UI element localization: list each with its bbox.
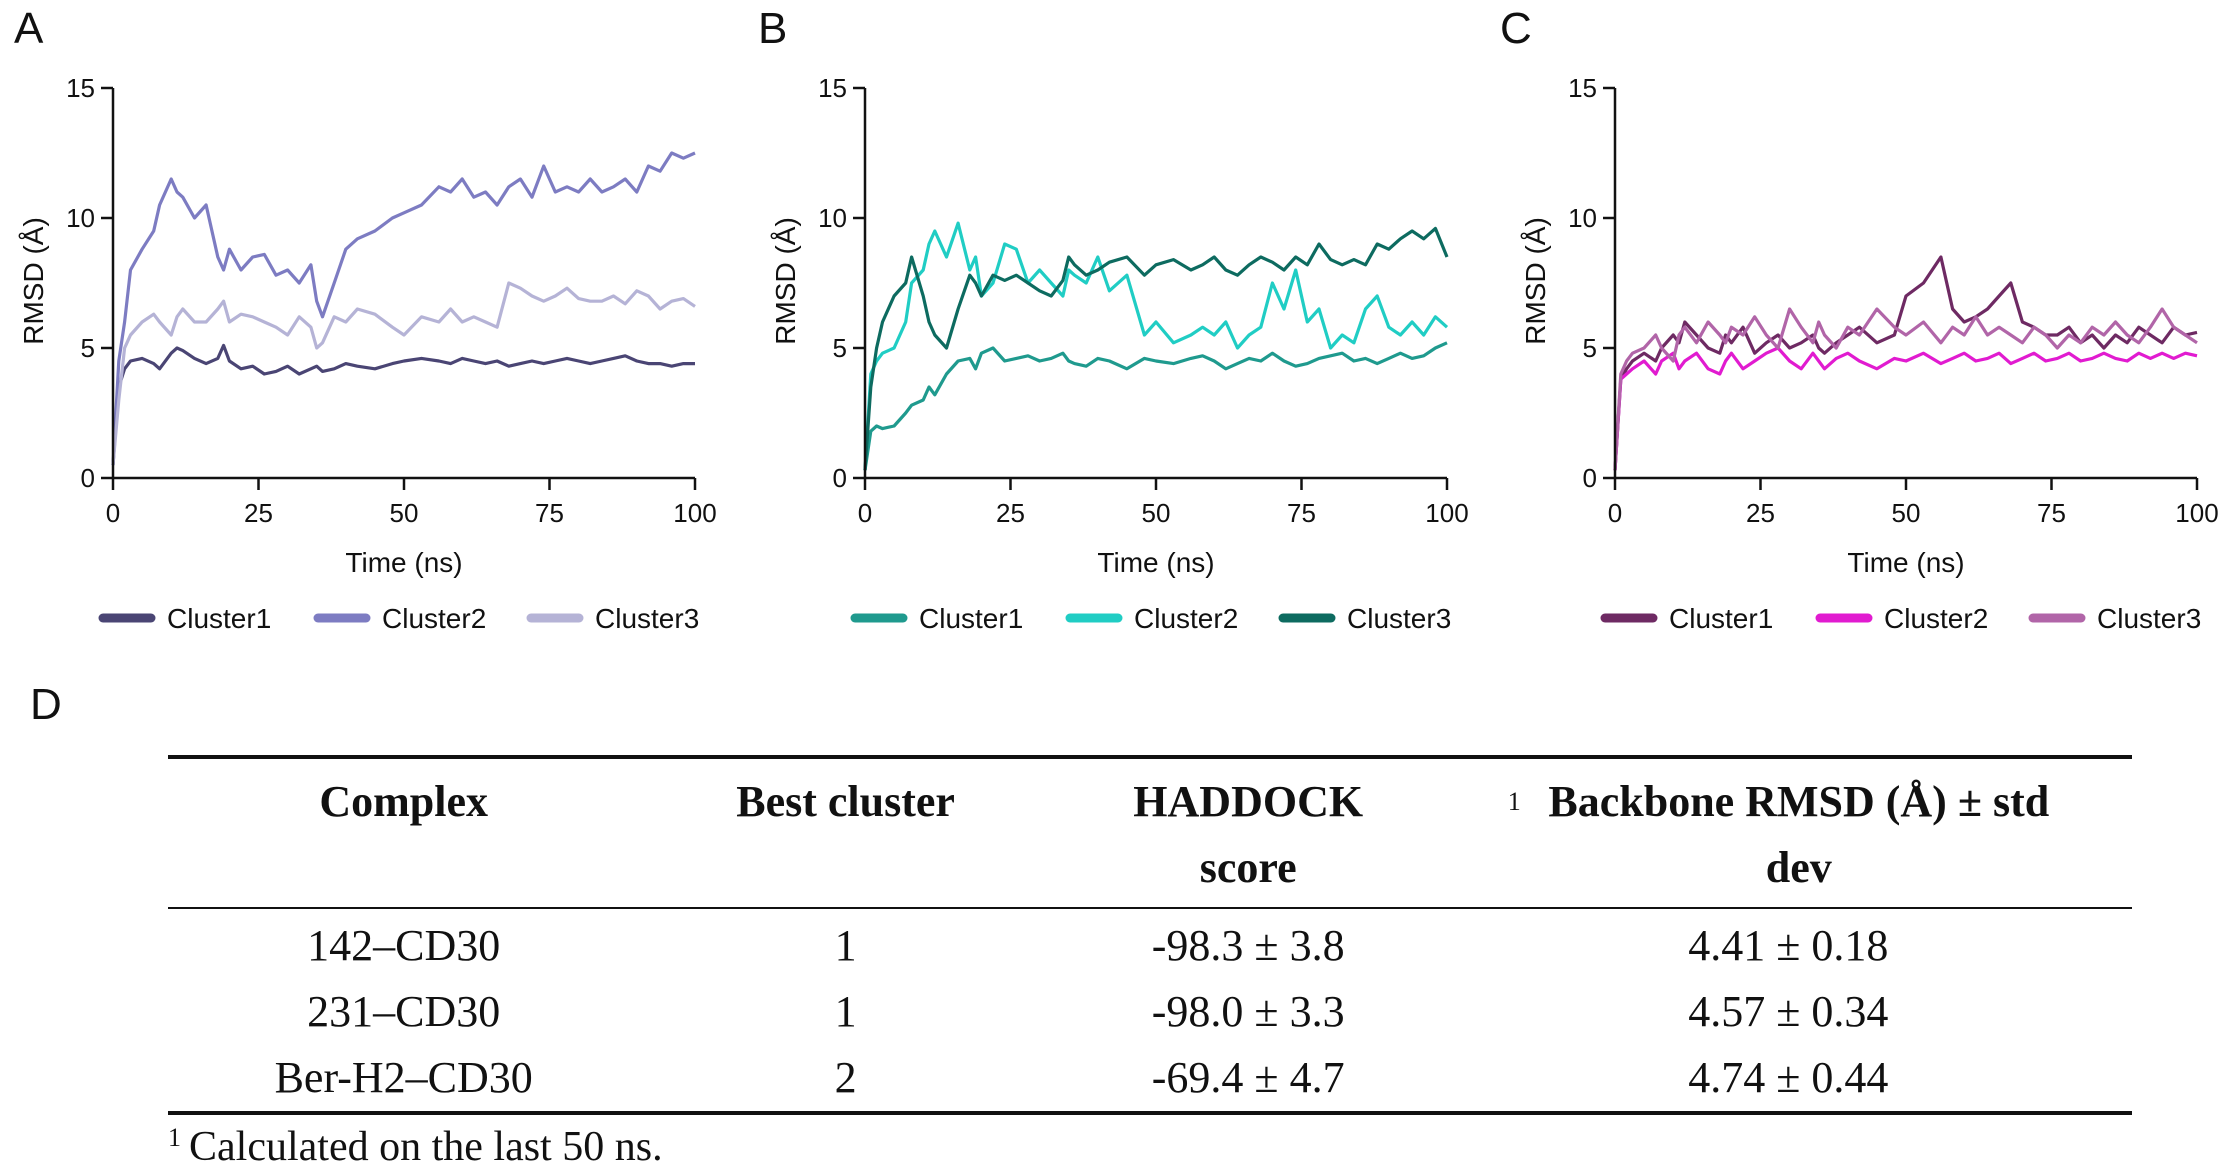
x-axis-title: Time (ns) [1097,547,1214,578]
cell-best-cluster: 1 [834,921,857,970]
cell-haddock: -98.0 ± 3.3 [1151,987,1345,1036]
header-haddock-text: HADDOCK score [1133,777,1364,892]
legend-label-cluster3: Cluster3 [2097,603,2201,634]
chart-b: 0 5 10 15 0 25 50 75 100 Time (ns) RMSD (Å) Cluster… [770,73,1469,634]
legend-label-cluster1: Cluster1 [167,603,271,634]
series-line-cluster3 [111,281,696,466]
x-tick-label: 25 [1746,498,1775,528]
series-line-cluster3 [1613,307,2198,471]
y-tick-label: 0 [1583,463,1597,493]
x-axis-title: Time (ns) [1847,547,1964,578]
legend-label-cluster2: Cluster2 [382,603,486,634]
x-tick-label: 25 [996,498,1025,528]
cell-complex: 231–CD30 [307,987,501,1036]
results-table-container: Complex Best cluster HADDOCK score 1 Back… [168,755,2132,1171]
cell-rmsd: 4.41 ± 0.18 [1688,921,1889,970]
series-line-cluster1 [111,343,695,466]
chart-c: 0 5 10 15 0 25 50 75 100 Time (ns) RMSD (Å) Cluster… [1520,73,2219,634]
y-tick-label: 5 [1583,333,1597,363]
table-row: 142–CD30 1 -98.3 ± 3.8 4.41 ± 0.18 [168,908,2132,979]
x-tick-label: 75 [535,498,564,528]
cell-haddock: -98.3 ± 3.8 [1151,921,1345,970]
footnote-text: Calculated on the last 50 ns. [189,1124,663,1170]
series-line-cluster2 [1613,346,2198,471]
table-footnote: 1 Calculated on the last 50 ns. [168,1123,2132,1171]
legend-label-cluster3: Cluster3 [595,603,699,634]
panel-label-a: A [14,4,44,53]
panel-label-b: B [758,4,788,53]
chart-a: 0 5 10 15 0 25 50 75 100 Time (ns) RMSD (Å) Cluster… [18,73,717,634]
x-axis-title: Time (ns) [345,547,462,578]
legend-label-cluster1: Cluster1 [919,603,1023,634]
y-tick-label: 15 [818,73,847,103]
x-tick-label: 0 [106,498,120,528]
legend-label-cluster1: Cluster1 [1669,603,1773,634]
x-tick-label: 75 [2037,498,2066,528]
x-tick-label: 100 [2175,498,2218,528]
cell-haddock: -69.4 ± 4.7 [1051,1045,1445,1115]
x-tick-label: 50 [1892,498,1921,528]
y-tick-label: 10 [818,203,847,233]
x-tick-label: 50 [390,498,419,528]
cell-best-cluster: 2 [639,1045,1052,1115]
series-line-cluster3 [863,226,1449,471]
y-tick-label: 0 [81,463,95,493]
series-line-cluster2 [111,151,696,466]
x-tick-label: 100 [673,498,716,528]
cell-rmsd: 4.57 ± 0.34 [1688,987,1889,1036]
header-haddock-score: HADDOCK score [1052,757,1445,908]
x-tick-label: 75 [1287,498,1316,528]
table-header-row: Complex Best cluster HADDOCK score 1 Back… [168,757,2132,908]
panel-label-d: D [30,680,62,729]
header-complex: Complex [319,777,488,826]
cell-rmsd: 4.74 ± 0.44 [1444,1045,2132,1115]
y-tick-label: 10 [1568,203,1597,233]
y-tick-label: 5 [833,333,847,363]
y-axis-title: RMSD (Å) [770,217,801,345]
header-rmsd-text: Backbone RMSD (Å) ± std dev [1548,777,2050,892]
footnote-mark: 1 [168,1123,181,1152]
y-tick-label: 10 [66,203,95,233]
y-tick-label: 0 [833,463,847,493]
header-rmsd-footnote-mark: 1 [1507,787,1521,816]
x-tick-label: 0 [858,498,872,528]
y-tick-label: 15 [1568,73,1597,103]
table-row: Ber-H2–CD30 2 -69.4 ± 4.7 4.74 ± 0.44 [168,1045,2132,1115]
x-tick-label: 0 [1608,498,1622,528]
y-tick-label: 15 [66,73,95,103]
x-tick-label: 25 [244,498,273,528]
header-backbone-rmsd: 1 Backbone RMSD (Å) ± std dev [1445,757,2132,908]
legend-label-cluster2: Cluster2 [1134,603,1238,634]
x-tick-label: 100 [1425,498,1468,528]
series-line-cluster1 [1613,255,2198,471]
legend-label-cluster3: Cluster3 [1347,603,1451,634]
y-axis-title: RMSD (Å) [1520,217,1551,345]
cell-complex: 142–CD30 [307,921,501,970]
series-line-cluster1 [863,341,1448,471]
y-axis-title: RMSD (Å) [18,217,49,345]
legend-label-cluster2: Cluster2 [1884,603,1988,634]
results-table: Complex Best cluster HADDOCK score 1 Back… [168,755,2132,1115]
y-tick-label: 5 [81,333,95,363]
panel-label-c: C [1500,4,1532,53]
table-row: 231–CD30 1 -98.0 ± 3.3 4.57 ± 0.34 [168,979,2132,1045]
cell-best-cluster: 1 [834,987,857,1036]
cell-complex: Ber-H2–CD30 [168,1045,640,1115]
header-best-cluster: Best cluster [736,777,955,826]
series-line-cluster2 [863,221,1449,471]
x-tick-label: 50 [1142,498,1171,528]
